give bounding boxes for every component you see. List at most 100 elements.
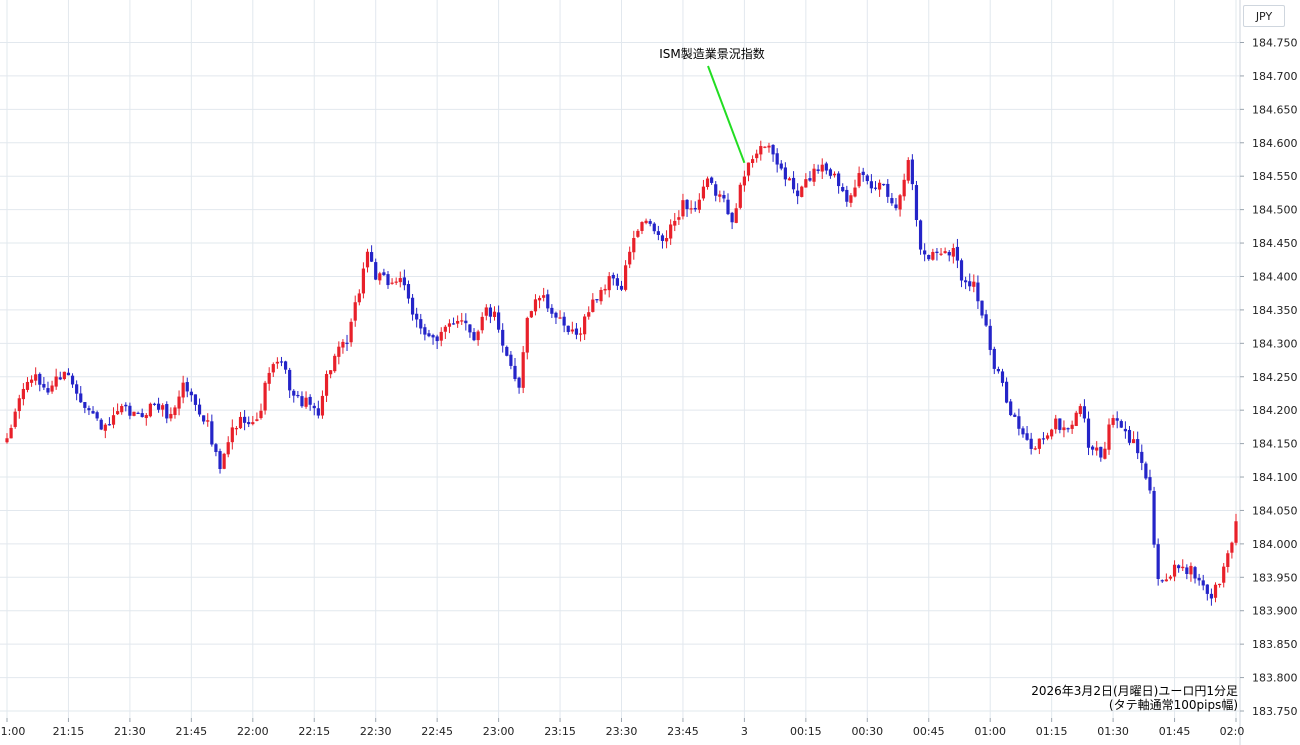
candle-body — [611, 274, 615, 279]
candle — [1197, 573, 1201, 586]
candle-body — [91, 411, 95, 414]
candle — [165, 401, 169, 424]
candle-body — [877, 182, 882, 190]
candle — [939, 248, 943, 256]
candle — [1017, 408, 1021, 436]
candle — [894, 197, 898, 211]
candle — [640, 221, 644, 235]
candle — [120, 403, 124, 415]
candle-body — [70, 375, 75, 385]
candle-body — [623, 265, 628, 290]
x-tick-label: 21:45 — [175, 725, 207, 738]
candle-body — [357, 293, 361, 303]
candle — [1185, 564, 1189, 580]
candle-body — [476, 331, 480, 341]
candle-body — [607, 276, 611, 291]
candle-body — [1197, 577, 1201, 581]
y-tick-label: 184.150 — [1252, 438, 1298, 451]
candle — [505, 345, 509, 357]
candle-body — [603, 288, 607, 291]
candle — [1189, 562, 1193, 582]
candle — [517, 376, 521, 394]
candle — [173, 405, 177, 419]
candle — [275, 357, 279, 369]
candle — [1213, 582, 1218, 603]
candle-body — [386, 274, 390, 286]
candle — [1021, 426, 1025, 438]
candle — [1103, 441, 1107, 460]
candle-body — [497, 312, 501, 330]
candle — [1230, 541, 1234, 559]
grid-layer — [0, 0, 1240, 718]
candle — [66, 368, 71, 376]
candle — [611, 272, 615, 286]
candle-body — [1062, 427, 1066, 431]
candle-body — [873, 187, 878, 189]
candle — [697, 193, 701, 214]
candle-body — [173, 407, 177, 416]
candle-body — [738, 184, 742, 208]
candle — [152, 402, 157, 406]
candle — [251, 415, 255, 426]
candle-body — [808, 178, 812, 181]
candle-body — [1119, 421, 1123, 428]
candle — [800, 185, 804, 198]
candle-body — [1222, 566, 1226, 583]
candle — [431, 333, 435, 345]
candle-body — [263, 382, 267, 411]
candle-body — [964, 280, 968, 283]
candle-body — [218, 451, 222, 469]
candle — [50, 380, 54, 394]
candle-body — [1107, 424, 1111, 450]
candle — [488, 304, 493, 324]
candle-body — [841, 187, 845, 192]
candle — [148, 402, 152, 418]
x-tick-label: 22:15 — [298, 725, 330, 738]
candle-body — [337, 346, 341, 357]
candle-body — [324, 374, 329, 396]
candle-body — [746, 162, 751, 176]
candle-body — [87, 408, 91, 411]
candle-body — [202, 415, 206, 422]
candle-body — [587, 312, 591, 317]
candle-body — [1037, 438, 1041, 449]
candle-body — [558, 317, 562, 319]
candle-body — [755, 153, 759, 159]
candle — [1082, 399, 1087, 423]
candle-body — [1103, 448, 1107, 459]
candle-body — [837, 173, 841, 187]
candle-body — [419, 319, 423, 329]
candle — [492, 306, 497, 321]
candle — [1123, 421, 1127, 439]
candle — [730, 211, 734, 230]
candle — [357, 289, 361, 306]
candle — [456, 315, 460, 328]
candle — [808, 171, 812, 182]
candle-body — [648, 221, 652, 224]
candle — [689, 200, 693, 214]
candle — [996, 366, 1000, 374]
candle-body — [54, 376, 58, 387]
x-tick-label: 01:45 — [1159, 725, 1191, 738]
candle-body — [21, 388, 25, 400]
candle-body — [1111, 418, 1115, 425]
candle — [537, 295, 542, 309]
candle-body — [1041, 438, 1046, 440]
y-tick-label: 183.800 — [1252, 672, 1298, 685]
candle-body — [644, 220, 648, 224]
candle-body — [402, 277, 406, 286]
candle-body — [935, 251, 939, 254]
candle-body — [435, 336, 439, 342]
candle — [374, 258, 378, 281]
candle — [968, 273, 972, 292]
candle — [95, 410, 99, 421]
candle-body — [742, 176, 746, 186]
candle-body — [910, 159, 914, 185]
candle-body — [349, 321, 353, 343]
candle-body — [185, 382, 189, 392]
candle-body — [222, 453, 226, 469]
candle-body — [501, 329, 505, 346]
candle-body — [46, 388, 50, 393]
candle — [75, 380, 79, 401]
candle-body — [390, 282, 394, 284]
